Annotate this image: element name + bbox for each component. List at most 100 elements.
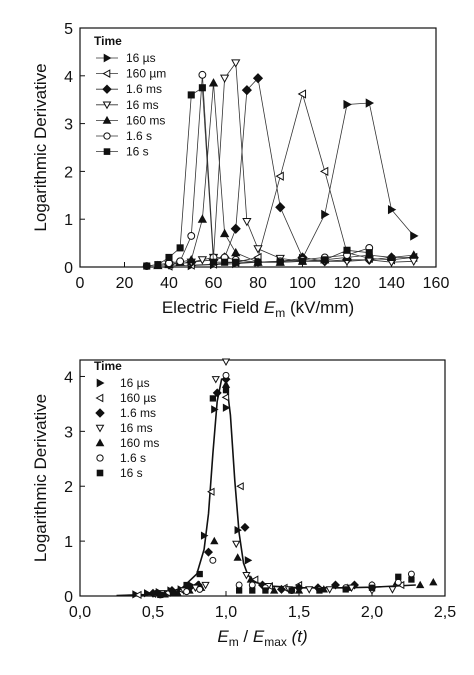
series-line	[146, 87, 370, 267]
series-4	[159, 358, 397, 598]
series-3	[163, 73, 419, 270]
data-point	[244, 556, 253, 565]
y-tick-label: 1	[64, 212, 73, 229]
data-point	[231, 247, 241, 257]
data-point	[200, 531, 209, 540]
data-point	[236, 587, 243, 594]
data-point	[242, 572, 251, 580]
data-point	[241, 85, 252, 96]
data-point	[248, 581, 256, 589]
legend-item: 16 µs	[96, 376, 150, 390]
legend-marker	[102, 69, 111, 78]
legend-item: 1.6 ms	[96, 82, 162, 96]
x-tick-label: 1,5	[288, 604, 310, 621]
data-point	[388, 586, 397, 594]
data-point	[186, 255, 196, 264]
data-point	[276, 584, 286, 594]
series-3	[148, 374, 359, 598]
x-tick-label: 160	[423, 275, 450, 292]
series-1	[187, 98, 419, 271]
data-point	[221, 393, 230, 402]
y-tick-label: 4	[64, 69, 73, 86]
data-point	[297, 89, 307, 99]
x-axis-title: Electric Field Em (kV/mm)	[162, 298, 354, 320]
data-point	[395, 573, 402, 580]
legend-label: 1.6 ms	[120, 406, 156, 420]
data-point	[242, 218, 252, 227]
data-point	[187, 232, 196, 240]
data-point	[221, 258, 229, 266]
x-tick-label: 40	[160, 275, 178, 292]
data-point	[219, 74, 230, 84]
legend-item: 16 ms	[95, 421, 153, 435]
legend-label: 16 s	[120, 466, 143, 480]
data-point	[134, 590, 142, 600]
data-point	[288, 587, 295, 594]
data-point	[196, 585, 204, 593]
data-point	[221, 358, 231, 366]
y-axis-title: Logarithmic Derivative	[31, 394, 50, 562]
data-point	[209, 395, 217, 402]
data-point	[230, 223, 241, 234]
data-point	[330, 580, 341, 590]
data-point	[176, 257, 185, 266]
data-point	[368, 584, 376, 591]
data-point	[240, 522, 250, 532]
data-point	[253, 245, 263, 254]
data-point	[365, 249, 373, 257]
data-point	[210, 536, 219, 545]
legend-label: 1.6 s	[120, 451, 146, 465]
legend-title: Time	[94, 359, 122, 373]
data-point	[407, 570, 415, 578]
data-point	[319, 166, 329, 177]
legend-label: 16 µs	[126, 51, 156, 65]
data-point	[197, 256, 208, 265]
series-6	[156, 371, 415, 599]
legend-marker	[96, 378, 105, 388]
series-6	[142, 70, 374, 270]
y-tick-label: 4	[64, 369, 73, 386]
data-point	[183, 588, 191, 596]
data-point	[187, 91, 195, 99]
x-axis-title: Em / Emax (t)	[217, 627, 307, 649]
y-tick-label: 3	[64, 117, 73, 134]
legend-title: Time	[94, 34, 122, 48]
x-tick-label: 0,5	[142, 604, 164, 621]
data-point	[294, 586, 304, 594]
x-tick-label: 2,0	[361, 604, 383, 621]
series-line	[168, 77, 414, 265]
legend-marker	[103, 53, 112, 63]
data-point	[231, 59, 241, 68]
data-point	[234, 525, 243, 535]
data-point	[305, 586, 314, 594]
data-point	[232, 258, 240, 266]
data-point	[212, 388, 222, 398]
legend-label: 160 ms	[126, 113, 165, 127]
legend-label: 16 s	[126, 145, 149, 159]
y-tick-label: 2	[64, 164, 73, 181]
legend-item: 160 ms	[96, 113, 165, 127]
x-tick-label: 60	[205, 275, 223, 292]
data-point	[143, 262, 151, 270]
data-point	[262, 587, 269, 594]
data-point	[148, 588, 158, 598]
legend-item: 160 µm	[96, 67, 166, 81]
series-line	[157, 82, 414, 266]
series-line	[146, 74, 370, 267]
data-point	[408, 576, 415, 583]
x-tick-label: 2,5	[434, 604, 456, 621]
legend-marker	[95, 424, 105, 433]
data-point	[416, 580, 425, 589]
legend-item: 16 ms	[96, 98, 159, 112]
legend-label: 1.6 ms	[126, 82, 162, 96]
chart-panel-2: 0,0 0,5 1,0 1,5 2,0 2,5 0 1 2 3 4 Logarithmic Deriv…	[31, 358, 456, 649]
data-point	[197, 214, 208, 223]
legend-item: 16 µs	[96, 51, 156, 65]
chart-panel-1: 0 20 40 60 80 100 120 140 160 0 1 2 3 4 5 Logarithmic D…	[31, 21, 449, 320]
y-axis-title: Logarithmic Derivative	[31, 63, 50, 231]
x-tick-label: 20	[116, 275, 134, 292]
legend-label: 160 µs	[120, 391, 156, 405]
data-point	[275, 171, 284, 181]
data-point	[347, 584, 356, 593]
